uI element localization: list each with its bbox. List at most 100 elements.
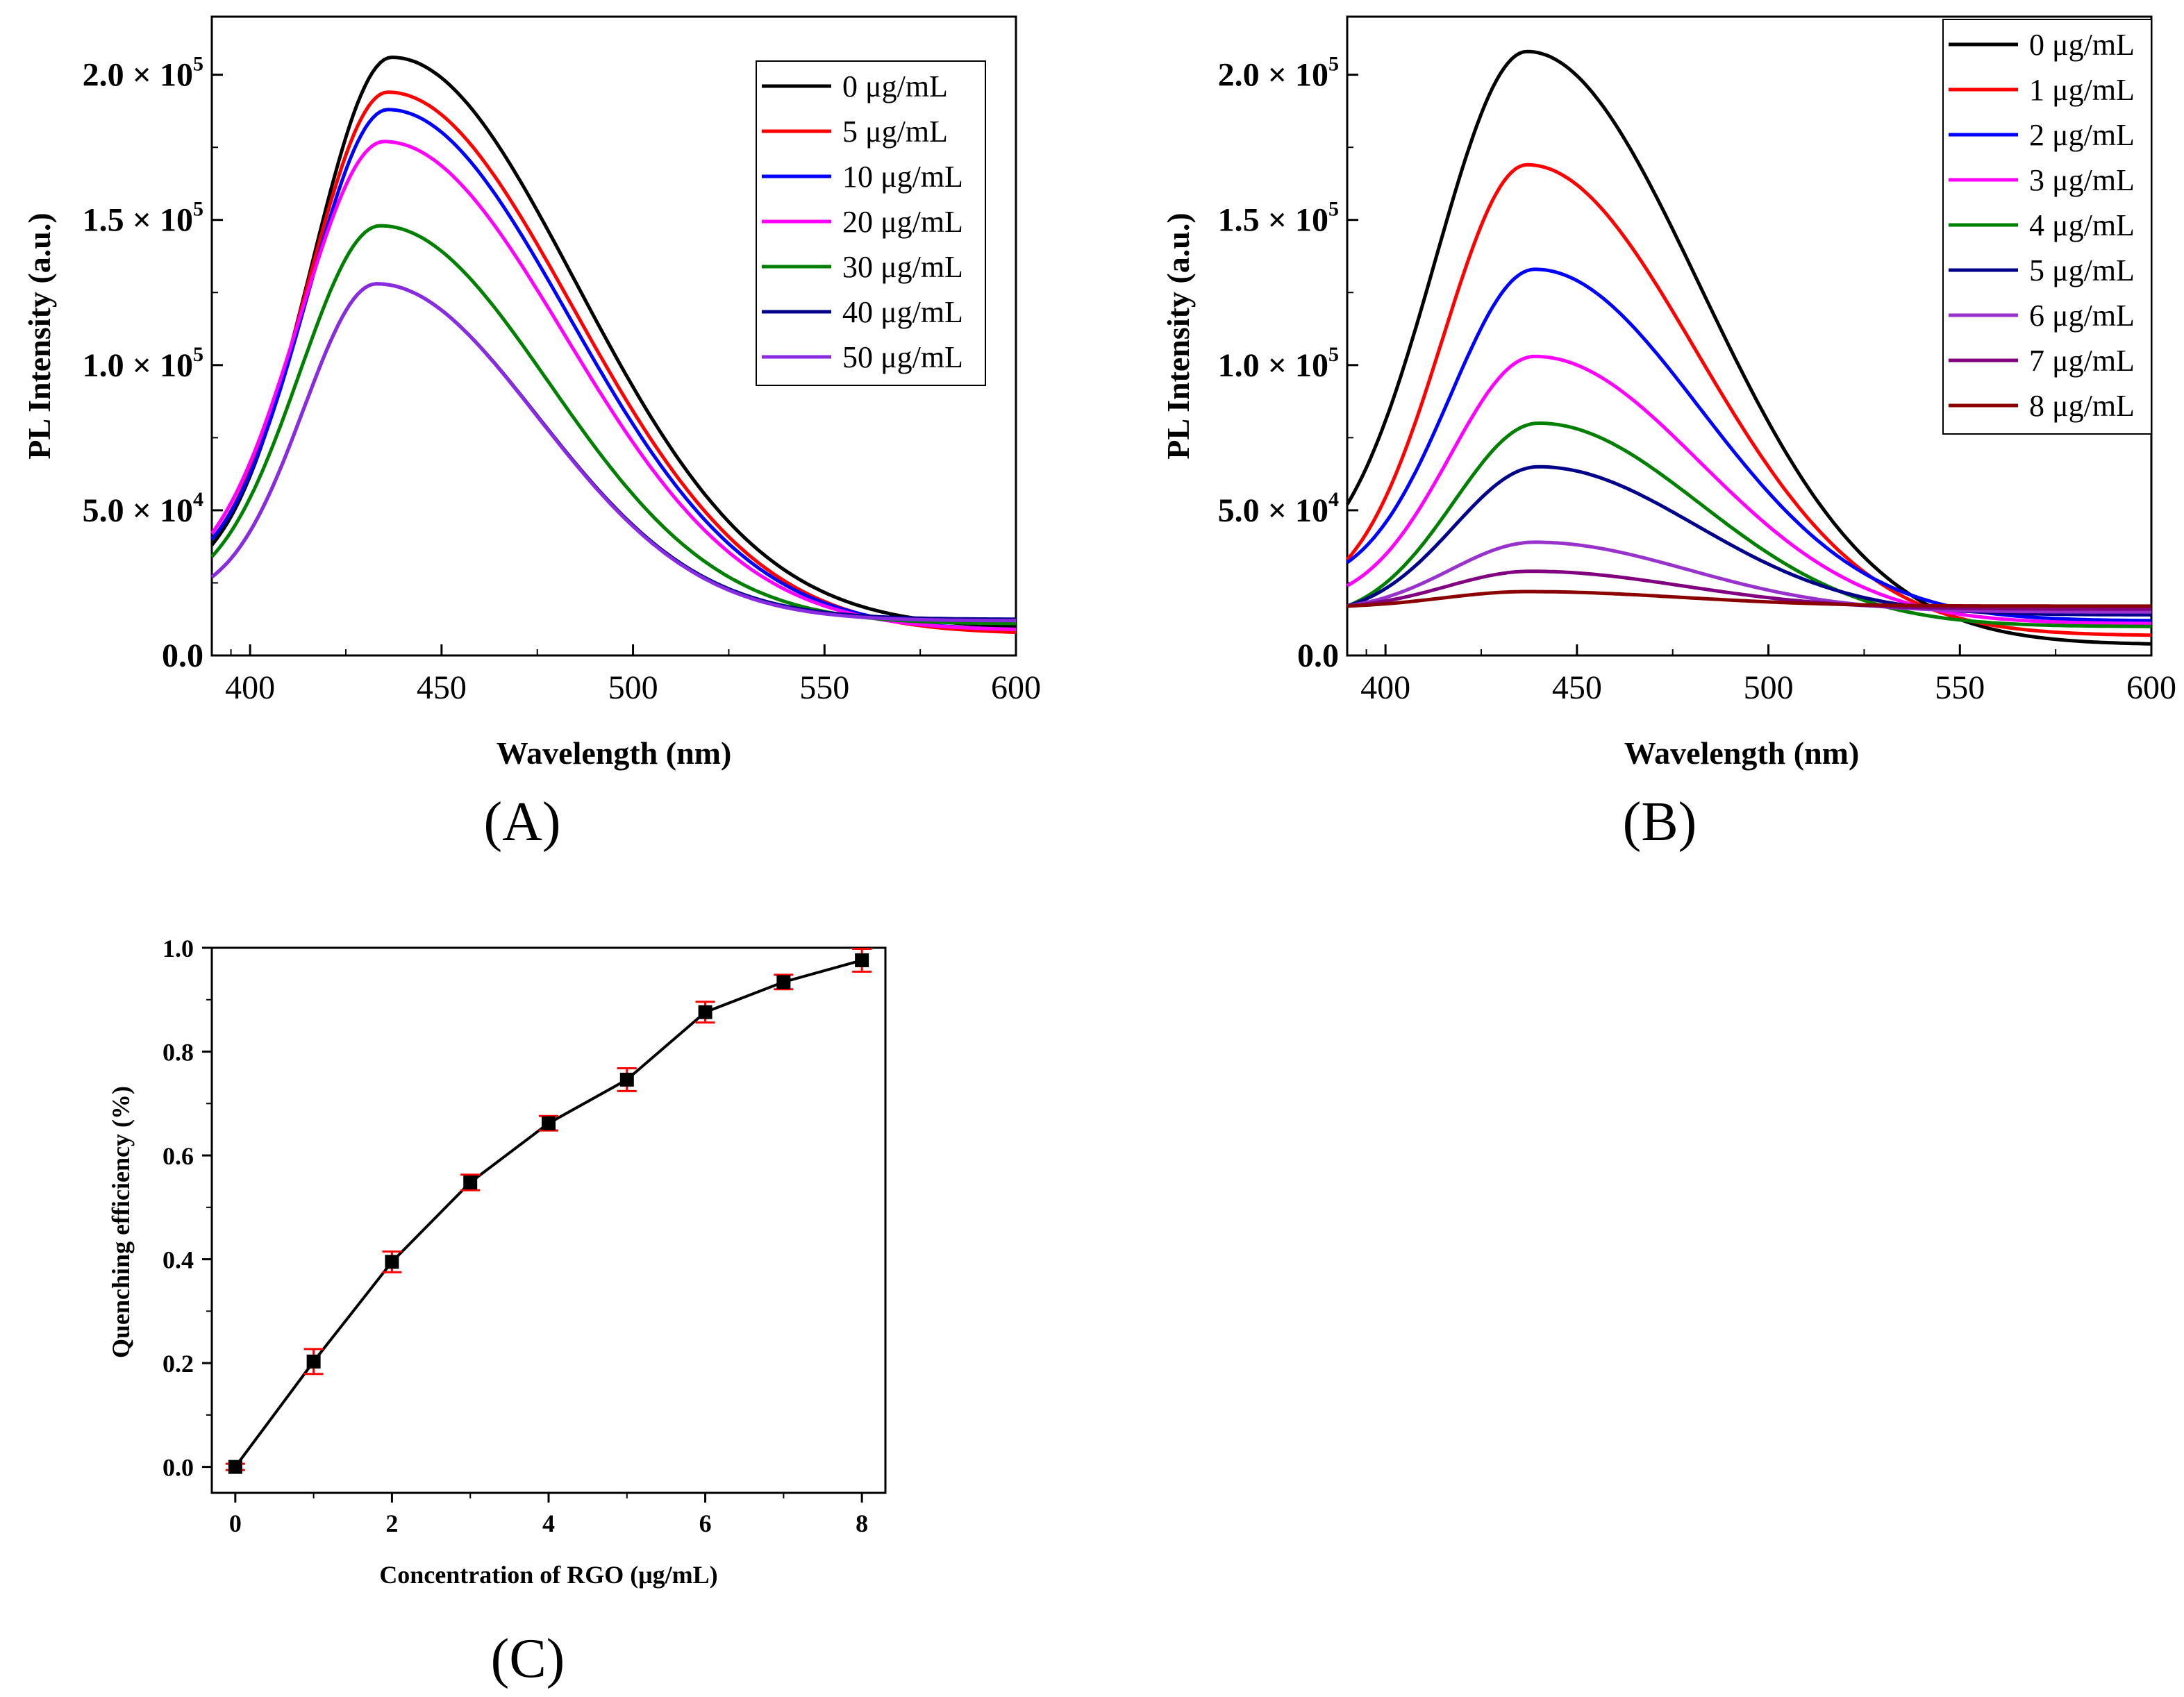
legend-label: 30 μg/mL [842,250,963,284]
series-line-6 [210,282,1016,623]
series-line-8 [1347,590,2151,608]
legend-label: 1 μg/mL [2029,73,2135,107]
legend-label: 0 μg/mL [2029,28,2135,62]
x-tick-label: 600 [991,669,1041,706]
x-tick-label: 2 [385,1510,398,1537]
y-tick-label: 2.0 × 105 [1218,53,1339,94]
panel-a-y-axis-title: PL Intensity (a.u.) [22,212,57,459]
y-tick-label: 1.0 [162,935,194,962]
data-point [852,947,872,973]
x-tick-label: 550 [1935,669,1985,706]
data-point [695,1001,715,1024]
data-point [539,1114,558,1132]
series-line-7 [1347,569,2151,611]
panel-b-series [1345,49,2152,646]
series-line-0 [210,55,1017,628]
series-line-0 [1345,49,2152,646]
quenching-line [234,958,862,1468]
legend-label: 6 μg/mL [2029,299,2135,333]
panel-c-axes: 0 2 4 6 8 0.0 0.2 0.4 0.6 0.8 1.0 [162,935,868,1537]
x-tick-label: 6 [699,1510,712,1537]
legend-label: 2 μg/mL [2029,118,2135,152]
panel-c-y-axis-title: Quenching efficiency (%) [107,1086,135,1358]
series-line-4 [1347,421,2151,628]
data-marker [542,1116,556,1130]
panel-a-label: (A) [483,792,560,853]
y-tick-label: 1.0 × 105 [1218,343,1339,384]
y-tick-label: 5.0 × 104 [1218,488,1339,529]
legend-label: 0 μg/mL [842,69,948,103]
x-tick-label: 450 [417,669,467,706]
x-tick-label: 500 [1744,669,1794,706]
x-tick-label: 600 [2126,669,2176,706]
legend-label: 4 μg/mL [2029,208,2135,242]
series-line-5 [1347,465,2152,617]
legend-label: 7 μg/mL [2029,344,2135,378]
panel-b-legend: 0 μg/mL 1 μg/mL 2 μg/mL 3 μg/mL 4 μg/mL 5 μg/… [1942,19,2152,435]
panel-a-plot-frame [210,15,1017,657]
panel-b: 400 450 500 550 600 0.0 5.0 × 104 1.0 × 105 1.5 … [1160,15,2176,853]
y-tick-label: 0.0 [1297,637,1339,674]
legend-label: 10 μg/mL [842,160,963,194]
data-marker [306,1354,321,1369]
series-line-6 [1347,540,2151,614]
x-tick-label: 8 [856,1510,868,1537]
data-marker [855,953,869,967]
data-point [460,1173,481,1192]
legend-label: 5 μg/mL [2029,253,2135,287]
data-marker [463,1175,478,1189]
legend-label: 3 μg/mL [2029,163,2135,197]
series-line-3 [1346,354,2151,626]
panel-b-label: (B) [1623,792,1697,853]
legend-label: 8 μg/mL [2029,389,2135,423]
y-tick-label: 1.5 × 105 [1218,198,1339,239]
legend-label: 50 μg/mL [842,340,963,374]
x-tick-label: 4 [542,1510,555,1537]
data-point [617,1067,637,1092]
legend-label: 40 μg/mL [842,295,963,329]
y-tick-label: 0.8 [162,1039,194,1067]
y-tick-label: 5.0 × 104 [83,488,203,529]
panel-c-x-axis-title: Concentration of RGO (μg/mL) [379,1561,717,1589]
data-point [774,973,794,991]
panel-a-series [210,55,1017,634]
panel-b-axes: 400 450 500 550 600 0.0 5.0 × 104 1.0 × 105 1.5 … [1218,53,2176,706]
y-tick-label: 0.0 [162,637,203,674]
data-point [225,1460,245,1474]
legend-label: 5 μg/mL [842,115,948,149]
panel-a-legend: 0 μg/mL 5 μg/mL 10 μg/mL 20 μg/mL 30 μg/mL 40… [756,60,986,386]
y-tick-label: 0.0 [162,1454,194,1482]
x-tick-label: 550 [799,669,849,706]
data-point [382,1250,402,1273]
y-tick-label: 2.0 × 105 [83,53,203,94]
data-marker [619,1072,634,1087]
panel-b-y-axis-title: PL Intensity (a.u.) [1160,212,1196,459]
x-tick-label: 400 [1360,669,1410,706]
x-tick-label: 0 [229,1510,242,1537]
y-tick-label: 1.0 × 105 [83,343,203,384]
panel-b-x-axis-title: Wavelength (nm) [1624,735,1860,771]
panel-c-label: (C) [491,1628,565,1689]
data-marker [776,975,791,989]
panel-a: 400 450 500 550 600 0.0 5.0 × 104 1.0 × 105 1.5 … [22,15,1041,853]
data-point [303,1348,324,1376]
panel-c-plot-frame [210,946,887,1494]
panel-c-series [225,947,872,1474]
x-tick-label: 400 [225,669,275,706]
y-tick-label: 0.2 [162,1350,194,1378]
x-tick-label: 450 [1552,669,1602,706]
panel-a-x-axis-title: Wavelength (nm) [497,735,732,771]
y-tick-label: 0.4 [162,1246,194,1274]
y-tick-label: 0.6 [162,1142,194,1170]
panel-a-axes: 400 450 500 550 600 0.0 5.0 × 104 1.0 × 105 1.5 … [83,53,1041,706]
series-line-1 [1346,162,2151,637]
series-line-2 [1346,267,2151,623]
y-tick-label: 1.5 × 105 [83,198,203,239]
data-marker [698,1005,712,1019]
data-marker [228,1460,242,1474]
panel-c: 0 2 4 6 8 0.0 0.2 0.4 0.6 0.8 1.0 Concentration of… [107,935,887,1689]
data-marker [385,1255,399,1269]
legend-label: 20 μg/mL [842,205,963,239]
x-tick-label: 500 [608,669,658,706]
